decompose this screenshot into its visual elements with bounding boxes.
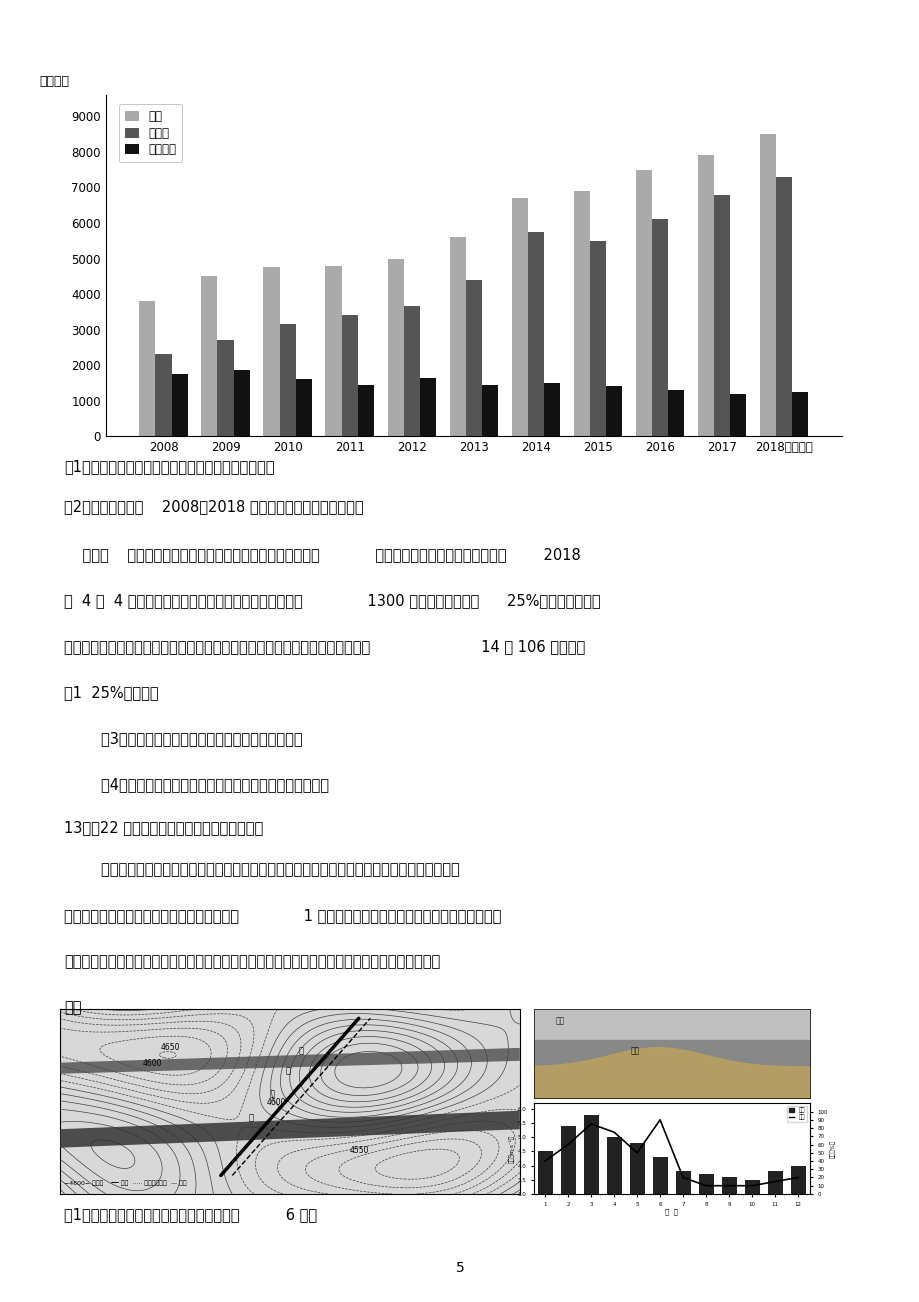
Bar <box>387 259 403 436</box>
Legend: 总量, 进口量, 国内产量: 总量, 进口量, 国内产量 <box>119 104 182 163</box>
Bar <box>217 340 233 436</box>
Bar <box>419 378 436 436</box>
Text: 藏: 藏 <box>285 1066 289 1075</box>
Bar <box>776 177 791 436</box>
Bar <box>743 1180 759 1279</box>
Bar <box>766 1172 782 1279</box>
Text: 铁: 铁 <box>268 1088 274 1098</box>
Bar <box>357 384 373 436</box>
Bar <box>652 1157 667 1279</box>
Text: 4600: 4600 <box>267 1098 286 1107</box>
Bar <box>449 237 465 436</box>
Bar <box>759 134 776 436</box>
X-axis label: 月  份: 月 份 <box>664 1208 677 1215</box>
Bar <box>528 232 543 436</box>
Text: 程。: 程。 <box>64 1000 82 1014</box>
Text: 5: 5 <box>455 1262 464 1275</box>
Bar <box>629 1143 644 1279</box>
Bar <box>698 155 713 436</box>
Text: 沙丘: 沙丘 <box>630 1047 639 1056</box>
Bar <box>720 1177 736 1279</box>
Text: 年  4 月  4 日凌晨，美国政府单方面宣布对原产于中国的              1300 余种进口商品加征      25%的关税。当日下: 年 4 月 4 日凌晨，美国政府单方面宣布对原产于中国的 1300 余种进口商品… <box>64 594 600 608</box>
Text: 4650: 4650 <box>161 1043 180 1052</box>
Bar <box>201 276 217 436</box>
Text: 青藏铁路泱泯河段地表景观主要是荒漠草地，该区域风力强劲，沙害严重（如下图），尤其是: 青藏铁路泱泯河段地表景观主要是荒漠草地，该区域风力强劲，沙害严重（如下图），尤其… <box>64 862 460 878</box>
Y-axis label: 沙率（%）: 沙率（%） <box>830 1139 835 1157</box>
Bar <box>667 391 684 436</box>
Text: （4）请你为我国大豆生产的下一步发展提出合理化建议。: （4）请你为我国大豆生产的下一步发展提出合理化建议。 <box>64 777 329 792</box>
Bar <box>675 1172 690 1279</box>
Bar <box>511 198 528 436</box>
Bar <box>573 191 589 436</box>
Bar <box>233 371 249 436</box>
Polygon shape <box>60 1111 519 1148</box>
Text: （2）结合材料说明    2008－2018 年我国大豆供需变化的特点。: （2）结合材料说明 2008－2018 年我国大豆供需变化的特点。 <box>64 499 364 514</box>
Text: 路: 路 <box>248 1113 253 1122</box>
Bar <box>155 354 171 436</box>
Bar <box>341 315 357 436</box>
Bar <box>465 280 482 436</box>
Text: 埋严重影响到铁路的营运安全，为此在铁路沿线专门修建了石方格、柳栏式沙障、挡沙墙等沙障工: 埋严重影响到铁路的营运安全，为此在铁路沿线专门修建了石方格、柳栏式沙障、挡沙墙等… <box>64 954 440 969</box>
Bar <box>403 306 419 436</box>
Bar <box>560 1126 575 1279</box>
Bar <box>730 393 745 436</box>
Bar <box>606 1138 621 1279</box>
Legend: 风速, 沙率: 风速, 沙率 <box>786 1107 806 1122</box>
Text: 午中国财政部宣布，经国务院批准，决定对原产于美国的大豆、汽车、化工品等                        14 类 106 项商品加: 午中国财政部宣布，经国务院批准，决定对原产于美国的大豆、汽车、化工品等 14 类… <box>64 639 585 654</box>
Bar <box>279 324 295 436</box>
Bar <box>263 267 279 436</box>
Text: 青: 青 <box>299 1047 303 1056</box>
Text: −4600− 等高线    ━━ 铁路  ····· 季节性洪水谷  — 沙障: −4600− 等高线 ━━ 铁路 ····· 季节性洪水谷 — 沙障 <box>64 1180 187 1186</box>
Bar <box>537 1151 552 1279</box>
Bar <box>635 169 652 436</box>
Bar <box>652 220 667 436</box>
Bar <box>295 379 312 436</box>
Bar <box>171 374 187 436</box>
Text: 4550: 4550 <box>349 1146 369 1155</box>
Bar <box>583 1115 598 1279</box>
Text: 冬春季节。经观测发现该地区的风沙主要集在              1 米以下的高度，以就地起沙为主；风沙侵蚀和沙: 冬春季节。经观测发现该地区的风沙主要集在 1 米以下的高度，以就地起沙为主；风沙… <box>64 909 501 923</box>
Text: 13．（22 分）阅读图文材料，完成下列要求。: 13．（22 分）阅读图文材料，完成下列要求。 <box>64 820 264 836</box>
Bar <box>482 384 497 436</box>
Text: 役1  25%的关税。: 役1 25%的关税。 <box>64 685 159 700</box>
Bar <box>325 266 341 436</box>
Text: （1）简述东北大豆主产区种植大豆有利的气候条件。: （1）简述东北大豆主产区种植大豆有利的气候条件。 <box>64 460 275 474</box>
Bar <box>789 1165 805 1279</box>
Text: 边滩: 边滩 <box>555 1016 564 1025</box>
Bar <box>589 241 606 436</box>
Bar <box>606 387 621 436</box>
Bar <box>698 1174 713 1279</box>
Text: 4600: 4600 <box>142 1060 162 1069</box>
Bar <box>139 301 155 436</box>
Bar <box>713 194 730 436</box>
Polygon shape <box>60 1048 519 1074</box>
Bar <box>543 383 560 436</box>
Text: （3）试分析此次加征关税对美国大豆产业的影响。: （3）试分析此次加征关税对美国大豆产业的影响。 <box>64 730 302 746</box>
Y-axis label: （万吨）: （万吨） <box>39 76 69 89</box>
Bar <box>791 392 808 436</box>
Y-axis label: 风速（m·s⁻¹）: 风速（m·s⁻¹） <box>508 1134 514 1163</box>
Text: （1）指出青藏铁路泯泯河段风沙的沙源。（          6 分）: （1）指出青藏铁路泯泯河段风沙的沙源。（ 6 分） <box>64 1207 317 1223</box>
Text: 材料四    近年来，美国每年向中国出口上百亿美元的大豆，            占美国大豆出口总量的一半以上。        2018: 材料四 近年来，美国每年向中国出口上百亿美元的大豆， 占美国大豆出口总量的一半以… <box>64 547 581 562</box>
